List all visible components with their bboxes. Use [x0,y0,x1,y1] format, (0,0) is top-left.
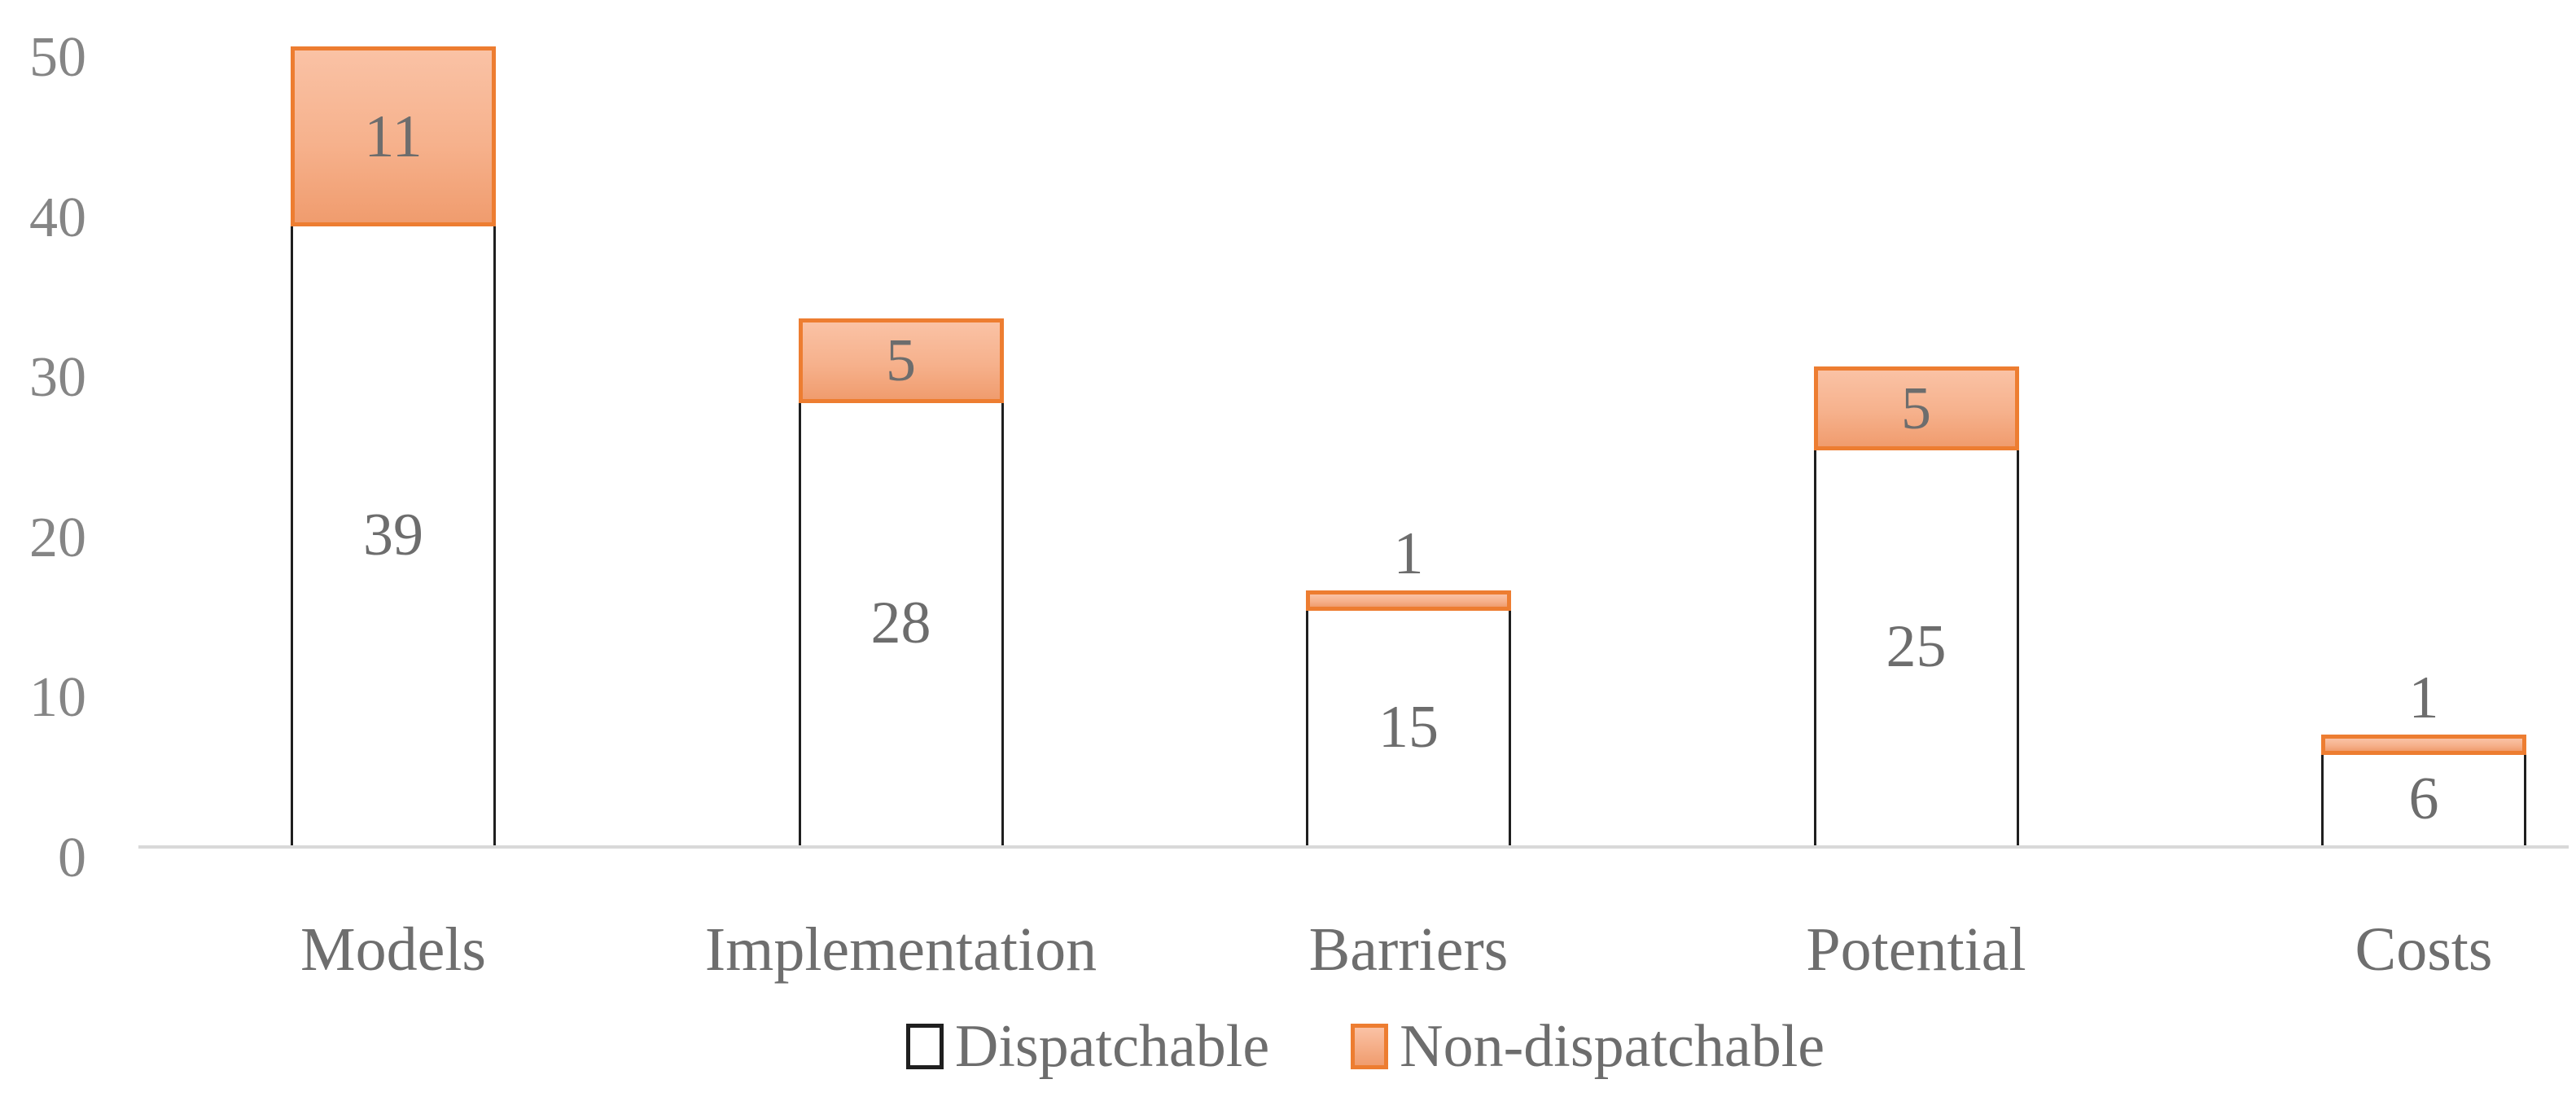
bar-segment-dispatchable-costs [2321,751,2526,847]
bar-segment-non-dispatchable-implementation [798,318,1004,403]
data-label-non-dispatchable: 5 [886,327,916,395]
data-label-dispatchable: 25 [1886,613,1947,681]
y-tick-label: 50 [29,26,86,89]
y-tick-label: 10 [29,666,86,730]
category-label-implementation: Implementation [704,915,1097,984]
data-label-non-dispatchable: 1 [2408,665,2439,732]
bar-segment-dispatchable-potential [1813,446,2019,847]
bar-segment-dispatchable-barriers [1306,607,1511,847]
bar-segment-non-dispatchable-costs [2321,735,2526,756]
data-label-non-dispatchable: 5 [1901,375,1931,443]
data-label-dispatchable: 6 [2408,766,2439,833]
data-label-dispatchable: 39 [363,501,423,568]
y-tick-label: 20 [29,506,86,569]
bar-segment-non-dispatchable-potential [1813,366,2019,451]
category-label-barriers: Barriers [1308,915,1509,984]
legend: Dispatchable Non-dispatchable [0,1016,2576,1077]
category-label-costs: Costs [2355,915,2493,984]
bar-segment-dispatchable-models [291,222,496,847]
bar-segment-non-dispatchable-models [291,46,496,227]
bar-segment-dispatchable-implementation [798,398,1004,847]
bar-segment-non-dispatchable-barriers [1306,590,1511,612]
x-axis-line [138,845,2569,849]
y-tick-label: 40 [29,186,86,249]
y-tick-label: 30 [29,346,86,410]
data-label-non-dispatchable: 11 [364,103,423,171]
y-tick-label: 0 [58,827,86,889]
data-label-dispatchable: 28 [870,589,931,656]
category-label-models: Models [300,915,486,984]
non-dispatchable-swatch-icon [1351,1024,1389,1069]
data-label-dispatchable: 15 [1378,693,1439,761]
legend-label-non-dispatchable: Non-dispatchable [1400,1013,1825,1080]
category-label-potential: Potential [1806,915,2026,984]
data-label-non-dispatchable: 1 [1393,520,1424,588]
dispatchable-swatch-icon [905,1024,944,1069]
legend-item-non-dispatchable: Non-dispatchable [1351,1016,1825,1077]
legend-item-dispatchable: Dispatchable [905,1013,1270,1080]
legend-label-dispatchable: Dispatchable [954,1013,1270,1080]
